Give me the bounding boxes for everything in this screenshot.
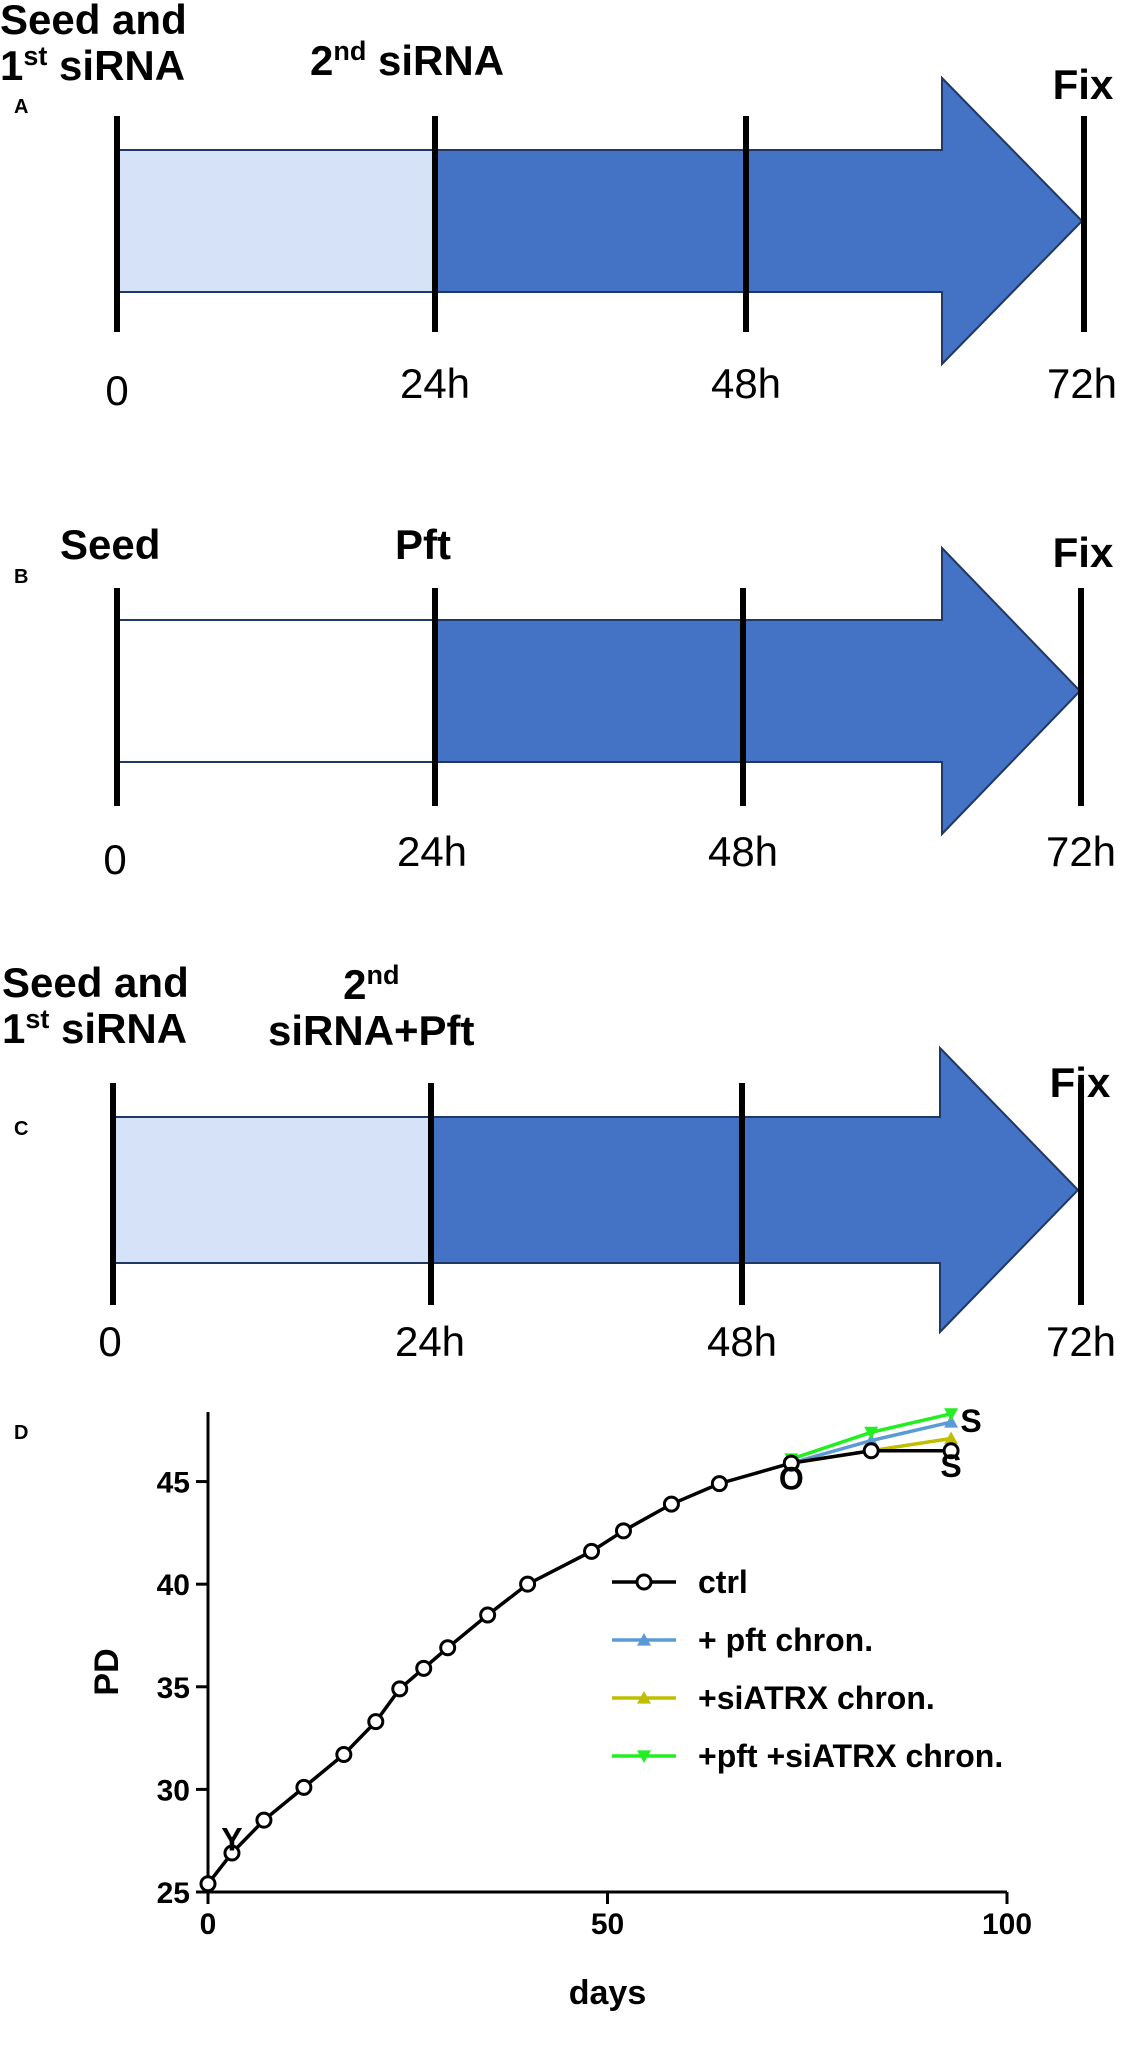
panel-c-tick-label-24h: 24h xyxy=(394,1318,466,1365)
series-line-ctrl xyxy=(206,1449,952,1885)
panel-b-tick-label-72h: 72h xyxy=(1045,828,1117,875)
series-point-pft-chron-2 xyxy=(944,1415,959,1428)
series-point-ctrl-5 xyxy=(367,1713,385,1731)
series-point-ctrl-10 xyxy=(519,1575,537,1593)
series-point-ctrl-11 xyxy=(583,1542,601,1560)
series-point-ctrl-4 xyxy=(335,1746,353,1764)
panel-b-phase2-arrow xyxy=(434,545,1082,837)
series-point-ctrl-13 xyxy=(662,1495,680,1513)
panel-c-mid-label-line1: 2nd xyxy=(343,960,400,1008)
legend-marker-ctrl xyxy=(635,1573,653,1591)
legend-label-ctrl: ctrl xyxy=(698,1564,748,1600)
y-tick-label-30: 30 xyxy=(157,1774,190,1807)
y-axis-label: PD xyxy=(88,1648,126,1695)
series-point-ctrl-6 xyxy=(391,1680,409,1698)
series-point-ctrl-9 xyxy=(479,1606,497,1624)
series-point-ctrl-14 xyxy=(710,1475,728,1493)
panel-c-tick-label-72h: 72h xyxy=(1045,1318,1117,1365)
legend-label-pft-siatrx-chron: +pft +siATRX chron. xyxy=(698,1738,1003,1774)
annotation-s-2: S xyxy=(940,1448,961,1484)
y-tick-label-25: 25 xyxy=(157,1877,190,1910)
panel-b-tick-label-24h: 24h xyxy=(396,828,468,875)
series-point-ctrl-16 xyxy=(862,1442,880,1460)
panel-b-mid-label: Pft xyxy=(395,521,451,568)
panel-d-letter: D xyxy=(14,1422,29,1444)
panel-a-tick-label-0: 0 xyxy=(105,367,129,414)
panel-a-start-label-line2: 1st siRNA xyxy=(0,41,186,89)
panel-a-end-label: Fix xyxy=(1052,61,1114,108)
panel-c-mid-label: 2nd siRNA+Pft xyxy=(268,962,475,1054)
panel-b-start-label: Seed xyxy=(60,521,161,568)
panel-a-tick-label-48h: 48h xyxy=(710,360,782,407)
legend-label-pft-chron: + pft chron. xyxy=(698,1622,873,1658)
x-tick-label-50: 50 xyxy=(591,1908,624,1941)
series-point-ctrl-7 xyxy=(415,1659,433,1677)
panel-c-start-label: Seed and 1st siRNA xyxy=(2,960,189,1052)
series-point-ctrl-17 xyxy=(942,1442,960,1460)
series-point-ctrl-15 xyxy=(782,1454,800,1472)
panel-c-start-label-line1: Seed and xyxy=(2,959,189,1006)
panel-a-phase1-bar xyxy=(116,149,436,293)
series-point-ctrl-1 xyxy=(223,1844,241,1862)
panel-a-tick-label-24h: 24h xyxy=(399,360,471,407)
legend-label-siatrx-chron: +siATRX chron. xyxy=(698,1680,935,1716)
series-point-ctrl-12 xyxy=(614,1522,632,1540)
panel-a-start-label: Seed and 1st siRNA xyxy=(0,0,187,89)
panel-c-tick-label-48h: 48h xyxy=(706,1318,778,1365)
legend-marker-pft-chron xyxy=(637,1633,651,1646)
x-tick-label-0: 0 xyxy=(200,1908,217,1941)
panel-a-letter: A xyxy=(14,96,29,118)
panel-b-letter: B xyxy=(14,566,29,588)
panel-a-mid-label: 2nd siRNA xyxy=(310,36,505,84)
panel-a-timeline xyxy=(114,75,1087,367)
y-tick-label-45: 45 xyxy=(157,1467,190,1500)
series-point-pft-chron-1 xyxy=(864,1433,879,1447)
panel-b-tick-label-0: 0 xyxy=(103,836,127,883)
panel-c-mid-label-line2: siRNA+Pft xyxy=(268,1007,475,1054)
panel-c-start-label-line2: 1st siRNA xyxy=(2,1004,188,1052)
series-point-ctrl-8 xyxy=(439,1639,457,1657)
panel-c-phase1-bar xyxy=(112,1116,432,1264)
y-tick-label-35: 35 xyxy=(157,1672,190,1705)
panel-c-timeline xyxy=(110,1045,1084,1335)
panel-c-letter: C xyxy=(14,1118,29,1140)
panel-c-tick-label-0: 0 xyxy=(98,1318,122,1365)
series-point-ctrl-2 xyxy=(255,1811,273,1829)
series-point-pft-siatrx-chron-2 xyxy=(944,1408,959,1421)
series-point-siatrx-chron-2 xyxy=(944,1431,959,1445)
series-point-ctrl-3 xyxy=(295,1778,313,1796)
panel-b-end-label: Fix xyxy=(1052,529,1114,576)
annotation-s-3: S xyxy=(960,1403,981,1439)
panel-a-start-label-line1: Seed and xyxy=(0,0,187,43)
series-point-pft-siatrx-chron-1 xyxy=(864,1426,879,1440)
y-tick-label-40: 40 xyxy=(157,1569,190,1602)
panel-c-phase2-arrow xyxy=(430,1045,1080,1335)
legend-marker-pft-siatrx-chron xyxy=(637,1750,651,1763)
legend-marker-siatrx-chron xyxy=(637,1691,651,1704)
x-axis-label: days xyxy=(569,1974,647,2012)
x-tick-label-100: 100 xyxy=(982,1908,1032,1941)
panel-a-tick-label-72h: 72h xyxy=(1046,360,1118,407)
panel-b-timeline xyxy=(114,545,1084,837)
annotation-o-1: O xyxy=(779,1460,804,1496)
series-point-ctrl-0 xyxy=(199,1875,217,1893)
panel-a-phase2-arrow xyxy=(434,75,1084,367)
panel-b-phase1-bar xyxy=(116,619,436,763)
panel-b-tick-label-48h: 48h xyxy=(707,828,779,875)
annotation-y-0: Y xyxy=(221,1822,242,1858)
